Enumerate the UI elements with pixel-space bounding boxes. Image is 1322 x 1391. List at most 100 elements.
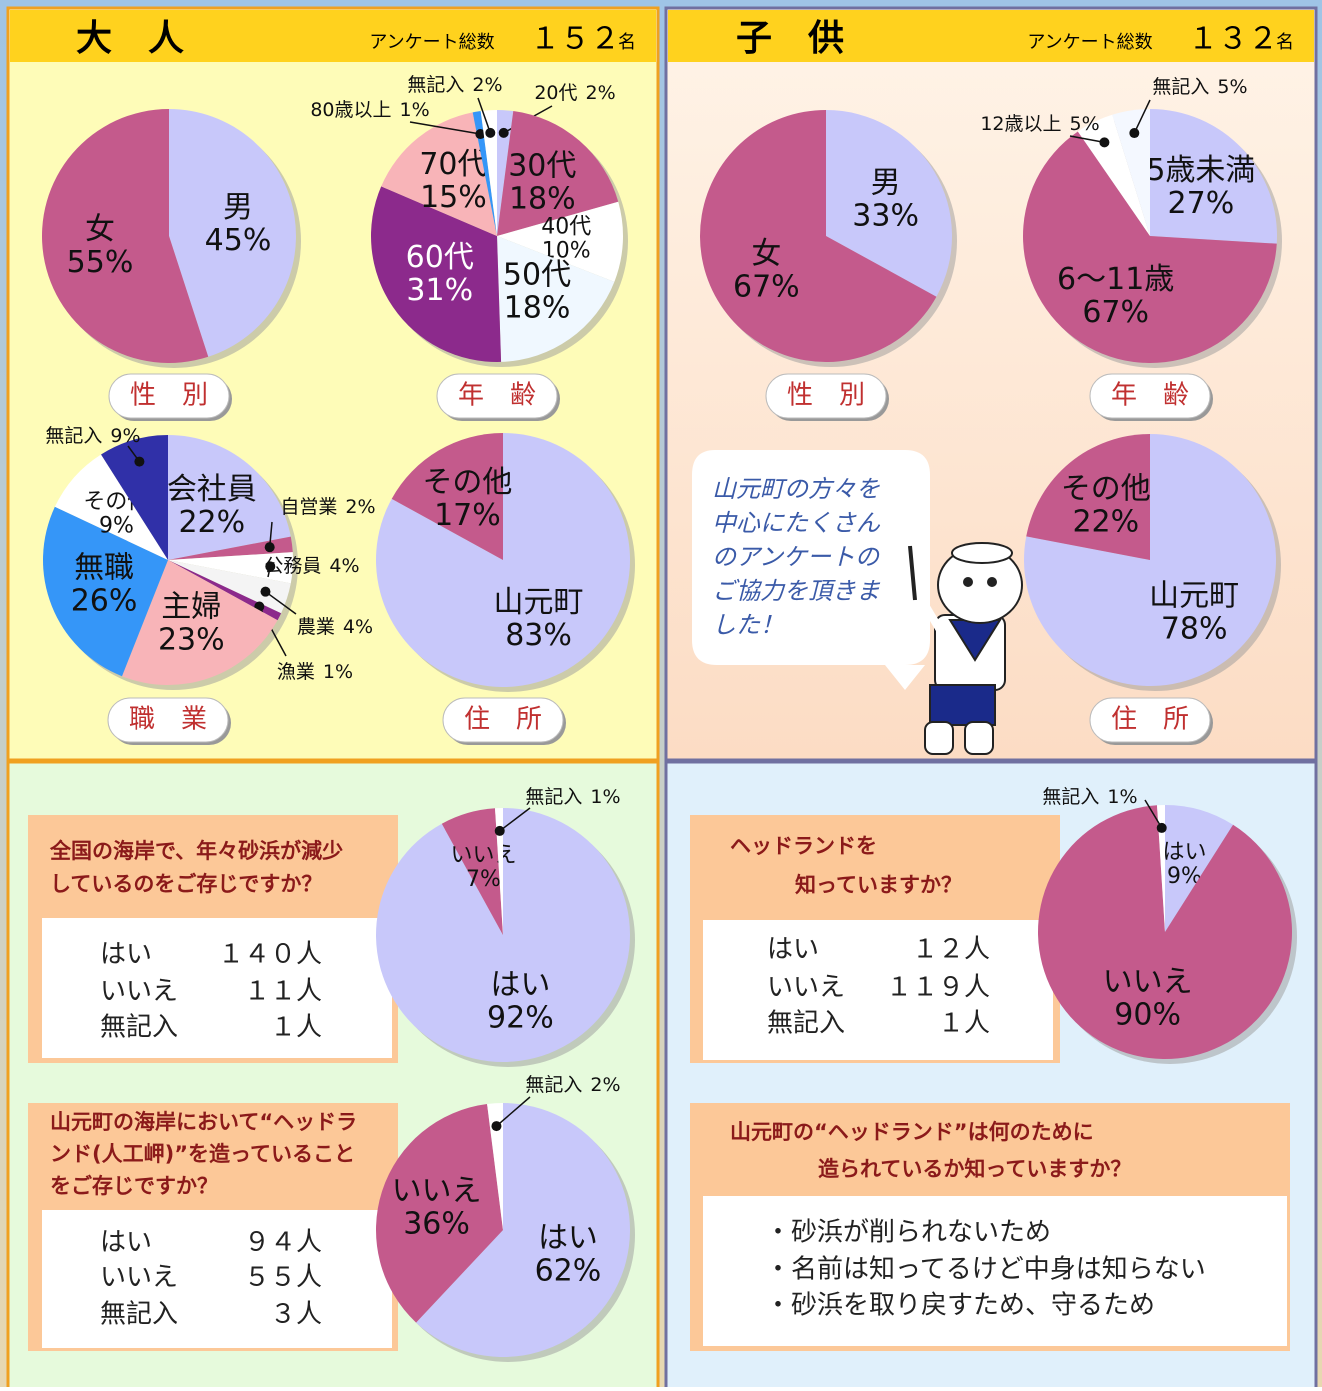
row-label: 無記入 [767, 1009, 845, 1039]
leader-dot [499, 128, 509, 138]
slice-name: 無記入 [407, 74, 464, 96]
question-text: をご存じですか？ [50, 1174, 218, 1198]
slice-name: 無記入 [1152, 76, 1209, 98]
slice-name: はい [490, 968, 550, 1003]
count: １３２ [1188, 22, 1278, 57]
pie-caption: 住 所 [1111, 705, 1189, 735]
slice-label: 無記入 9% [45, 425, 140, 447]
slice-value: 9% [99, 514, 134, 539]
row-label: いいえ [100, 1263, 178, 1293]
answer-table [703, 920, 1053, 1060]
slice-value: 78% [1161, 611, 1228, 646]
slice-value: 90% [1114, 998, 1181, 1033]
leader-dot [495, 826, 505, 836]
slice-label: 20代2% [534, 82, 615, 104]
slice-name: いいえ [392, 1173, 482, 1208]
row-label: 無記入 [100, 1300, 178, 1330]
slice-label: 無記入1% [1042, 786, 1137, 808]
slice-value: 1% [400, 99, 430, 121]
answer: ・名前は知ってるけど中身は知らない [765, 1255, 1206, 1285]
answer-table [42, 1210, 392, 1348]
slice-name: 無記入 [525, 1074, 582, 1096]
slice-name: 12歳以上 [980, 113, 1061, 135]
answer: ・砂浜が削られないため [765, 1218, 1051, 1248]
slice-value: 2% [345, 496, 375, 518]
leader-dot [1157, 823, 1167, 833]
slice-name: 主婦 [161, 590, 221, 625]
slice-value: 15% [420, 180, 487, 215]
slice-name: いいえ [451, 843, 517, 868]
question-text: しているのをご存じですか？ [50, 872, 322, 896]
pie-caption: 年 齢 [1111, 381, 1189, 411]
header-title: 大 人 [76, 18, 184, 59]
leader-dot [485, 128, 495, 138]
question-text: 山元町の海岸において“ヘッドラ [50, 1110, 357, 1134]
row-label: はい [100, 940, 152, 970]
slice-value: 26% [71, 583, 138, 618]
question-text: ンド(人工岬)”を造っていること [50, 1142, 355, 1166]
slice-label: 12歳以上 5% [980, 113, 1099, 135]
slice-value: 4% [343, 616, 373, 638]
slice-label: 公務員 4% [264, 555, 359, 577]
slice-name: 男 [871, 166, 901, 201]
slice-name: いいえ [1103, 965, 1193, 1000]
slice-value: 67% [1082, 295, 1149, 330]
pie-caption: 住 所 [464, 705, 542, 735]
slice-name: 無職 [74, 550, 134, 585]
slice-name: はい [538, 1221, 598, 1256]
slice-value: 4% [329, 555, 359, 577]
slice-name: 自営業 [280, 496, 337, 518]
slice-value: 18% [509, 182, 576, 217]
slice-value: 23% [158, 623, 225, 658]
slice-name: 20代 [534, 82, 577, 104]
slice-name: 60代 [406, 240, 474, 275]
speech-line: 中心にたくさん [712, 509, 881, 537]
pie-caption: 性 別 [130, 381, 208, 411]
slice-value: 18% [504, 291, 571, 326]
count-unit: 名 [618, 32, 636, 53]
slice-value: 36% [403, 1206, 470, 1241]
speech-line: ご協力を頂きま [712, 577, 881, 605]
count-label: アンケート総数 [369, 32, 494, 53]
slice-name: 30代 [508, 149, 576, 184]
slice-value: 9% [110, 425, 140, 447]
slice-value: 5% [1070, 113, 1100, 135]
leader-dot [491, 1121, 501, 1131]
infographic: 大 人 アンケート総数 １５２ 名 子 供 アンケート総数 １３２ 名 山元町の… [0, 0, 1322, 1387]
slice-value: 31% [406, 273, 473, 308]
slice-name: 公務員 [264, 555, 321, 577]
slice-value: 55% [67, 245, 134, 280]
slice-value: 92% [487, 1001, 554, 1036]
row-count: １１９人 [886, 973, 990, 1003]
slice-name: 山元町 [1149, 578, 1239, 613]
question-text: 全国の海岸で、年々砂浜が減少 [49, 839, 343, 863]
slice-name: 5歳未満 [1146, 153, 1255, 188]
row-count: １１人 [244, 977, 322, 1007]
row-label: 無記入 [100, 1013, 178, 1043]
slice-label: 自営業 2% [280, 496, 375, 518]
row-count: １人 [938, 1009, 990, 1039]
count-label: アンケート総数 [1027, 32, 1152, 53]
count: １５２ [530, 22, 620, 57]
slice-name: 無記入 [45, 425, 102, 447]
row-count: ５５人 [244, 1263, 322, 1293]
slice-name: 漁業 [277, 661, 315, 683]
slice-value: 62% [535, 1254, 602, 1289]
slice-value: 1% [323, 661, 353, 683]
slice-value: 45% [205, 223, 272, 258]
slice-label: 無記入 2% [407, 74, 502, 96]
leader-dot [1129, 128, 1139, 138]
slice-name: 50代 [503, 258, 571, 293]
slice-value: 2% [472, 74, 502, 96]
slice-value: 27% [1168, 186, 1235, 221]
slice-name: 男 [223, 190, 253, 225]
slice-name: 70代 [419, 147, 487, 182]
slice-name: その他 [1061, 472, 1151, 507]
speech-line: のアンケートの [712, 543, 881, 571]
slice-value: 67% [733, 269, 800, 304]
slice-name: 農業 [297, 616, 335, 638]
answer: ・砂浜を取り戻すため、守るため [765, 1291, 1155, 1321]
leader-dot [1099, 137, 1109, 147]
